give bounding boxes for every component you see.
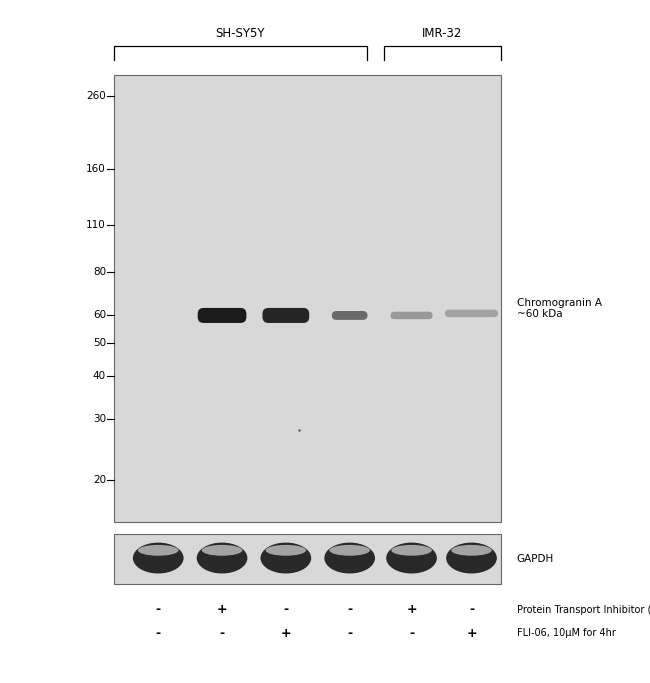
FancyBboxPatch shape [263,308,309,323]
Text: SH-SY5Y: SH-SY5Y [216,27,265,40]
Text: 40: 40 [93,371,106,381]
Bar [114,534,500,584]
Text: +: + [466,626,477,640]
Text: 60: 60 [93,311,106,320]
Text: +: + [406,603,417,617]
Ellipse shape [266,545,306,556]
Text: -: - [347,603,352,617]
Ellipse shape [451,545,492,556]
Ellipse shape [197,542,248,574]
Ellipse shape [261,542,311,574]
Ellipse shape [330,545,370,556]
Text: 30: 30 [93,414,106,424]
Text: -: - [220,626,225,640]
Ellipse shape [133,542,183,574]
Text: 50: 50 [93,337,106,348]
Text: FLI-06, 10μM for 4hr: FLI-06, 10μM for 4hr [517,628,616,638]
Text: 260: 260 [86,92,106,102]
Text: +: + [281,626,291,640]
Ellipse shape [202,545,242,556]
Bar [114,75,500,522]
Text: 20: 20 [93,475,106,484]
Text: -: - [155,603,161,617]
Text: 110: 110 [86,220,106,230]
Ellipse shape [386,542,437,574]
Ellipse shape [324,542,375,574]
Text: GAPDH: GAPDH [517,554,554,564]
Text: 80: 80 [93,268,106,277]
FancyBboxPatch shape [391,311,433,319]
Text: -: - [469,603,474,617]
Ellipse shape [138,545,179,556]
Text: 160: 160 [86,164,106,174]
Text: -: - [283,603,289,617]
Text: -: - [347,626,352,640]
Text: Chromogranin A
~60 kDa: Chromogranin A ~60 kDa [517,298,602,320]
Text: -: - [409,626,414,640]
Ellipse shape [446,542,497,574]
FancyBboxPatch shape [445,309,498,317]
Text: Protein Transport Inhibitor (PTI), 1X for 4hr: Protein Transport Inhibitor (PTI), 1X fo… [517,605,650,615]
Text: -: - [155,626,161,640]
Ellipse shape [391,545,432,556]
FancyBboxPatch shape [198,308,246,323]
Text: +: + [216,603,228,617]
FancyBboxPatch shape [332,311,367,320]
Text: IMR-32: IMR-32 [422,27,462,40]
